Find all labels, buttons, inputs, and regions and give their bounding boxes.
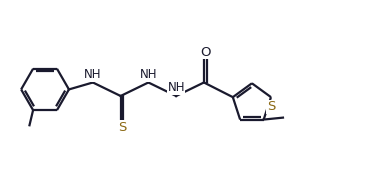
Text: NH: NH: [84, 68, 102, 81]
Text: S: S: [118, 121, 126, 134]
Text: O: O: [200, 46, 211, 59]
Text: NH: NH: [140, 68, 157, 81]
Text: S: S: [267, 100, 275, 113]
Text: NH: NH: [168, 81, 185, 94]
